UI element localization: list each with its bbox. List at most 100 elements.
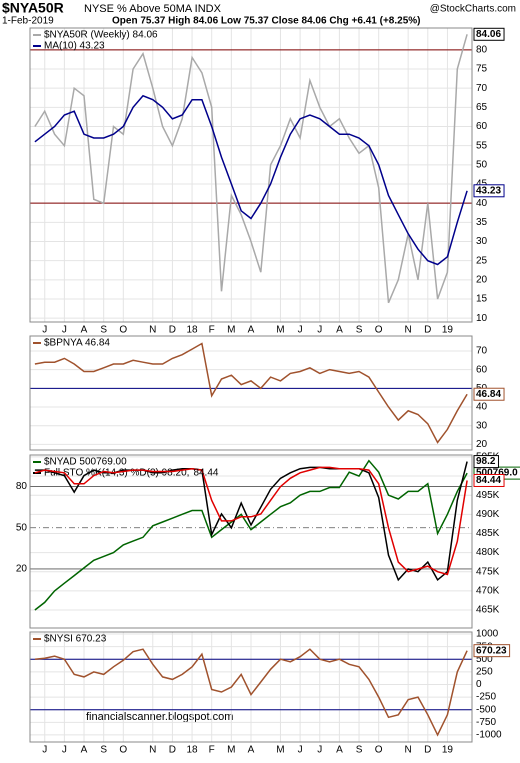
x-tick-label: J [42,325,47,336]
series-line [34,648,468,737]
y-tick-label: 25 [476,255,488,266]
y-tick-label: 40 [476,402,488,413]
last-value-label: 670.23 [476,645,507,656]
y-tick-label: 50 [476,159,488,170]
x-tick-label: M [227,745,235,756]
panel-frame [29,454,473,629]
x-tick-label: N [405,745,412,756]
x-tick-label: 19 [442,325,454,336]
x-tick-label: S [356,325,363,336]
last-value-box [473,27,505,41]
series-line [34,466,468,576]
y-tick-label: 20 [476,274,488,285]
series-line [34,459,468,611]
last-value-label: 500769.0 [476,468,518,479]
x-tick-label: J [42,745,47,756]
x-tick-label: N [149,745,156,756]
x-tick-label: O [375,325,383,336]
x-tick-label: O [375,745,383,756]
y-tick-label: 470K [476,586,500,597]
panel-frame [29,631,473,743]
y-tick-label: -750 [476,717,496,728]
last-value-box [473,184,505,198]
y-tick-label: 80 [476,44,488,55]
y-tick-label: 480K [476,547,500,558]
y-tick-label: 475K [476,566,500,577]
x-tick-label: 18 [187,325,199,336]
y-tick-label: 0 [476,679,482,690]
x-tick-label: A [336,745,343,756]
x-tick-label: M [276,745,284,756]
y-tick-label: 15 [476,294,488,305]
last-value-box [473,644,511,658]
series-line [34,94,468,266]
y-tick-label: 10 [476,313,488,324]
y-tick-label: 60 [476,121,488,132]
source: @StockCharts.com [430,4,516,15]
y-tick-label: -500 [476,704,496,715]
x-tick-label: J [298,745,303,756]
y-tick-label: 20 [476,439,488,450]
x-tick-label: S [356,745,363,756]
x-tick-label: N [405,325,412,336]
last-value-box [473,387,505,401]
quote: Open 75.37 High 84.06 Low 75.37 Close 84… [112,16,420,27]
panel-frame [29,335,473,451]
y-tick-label: 490K [476,509,500,520]
last-value-box [473,455,499,469]
x-tick-label: D [169,745,176,756]
y-tick-label: 35 [476,217,488,228]
x-tick-label: A [81,325,88,336]
legend-label: 84.44 [193,468,218,479]
y2-tick-label: 80 [16,481,28,492]
series-line [34,461,468,582]
y-tick-label: 55 [476,140,488,151]
x-tick-label: 18 [187,745,199,756]
date: 1-Feb-2019 [2,16,54,27]
x-tick-label: N [149,325,156,336]
x-tick-label: 19 [442,745,454,756]
y-tick-label: 485K [476,528,500,539]
x-tick-label: S [100,325,107,336]
legend-label: MA(10) 43.23 [44,41,105,52]
legend-label: $NYA50R (Weekly) 84.06 [44,30,158,41]
series-line [34,342,468,444]
legend-label: $BPNYA 46.84 [44,338,110,349]
y-tick-label: 45 [476,179,488,190]
y-tick-label: 495K [476,490,500,501]
x-tick-label: J [62,745,67,756]
x-tick-label: M [276,325,284,336]
x-tick-label: D [424,325,431,336]
x-tick-label: D [169,325,176,336]
x-tick-label: J [317,325,322,336]
last-value-label: 98.2 [476,456,496,467]
y-tick-label: 40 [476,198,488,209]
y-tick-label: 70 [476,83,488,94]
y-tick-label: -1000 [476,730,502,741]
x-tick-label: A [248,745,255,756]
x-tick-label: O [119,325,127,336]
y-tick-label: 60 [476,364,488,375]
x-tick-label: J [317,745,322,756]
x-tick-label: J [62,325,67,336]
last-value-box [473,473,505,487]
series-line [34,34,468,304]
x-tick-label: F [209,745,215,756]
last-value-label: 43.23 [476,185,501,196]
legend-label: $NYAD 500769.00 [44,457,127,468]
x-tick-label: A [336,325,343,336]
legend-label: $NYSI 670.23 [44,634,107,645]
last-value-label: 84.06 [476,29,501,40]
y-tick-label: 465K [476,605,500,616]
x-tick-label: D [424,745,431,756]
y-tick-label: 30 [476,420,488,431]
y2-tick-label: 20 [16,564,28,575]
y2-tick-label: 50 [16,522,28,533]
x-tick-label: A [81,745,88,756]
y-tick-label: -250 [476,692,496,703]
y-tick-label: 1000 [476,629,499,640]
y-tick-label: 75 [476,64,488,75]
legend-label: Full STO %K(14,3) %D(3) 98.20, [44,468,189,479]
